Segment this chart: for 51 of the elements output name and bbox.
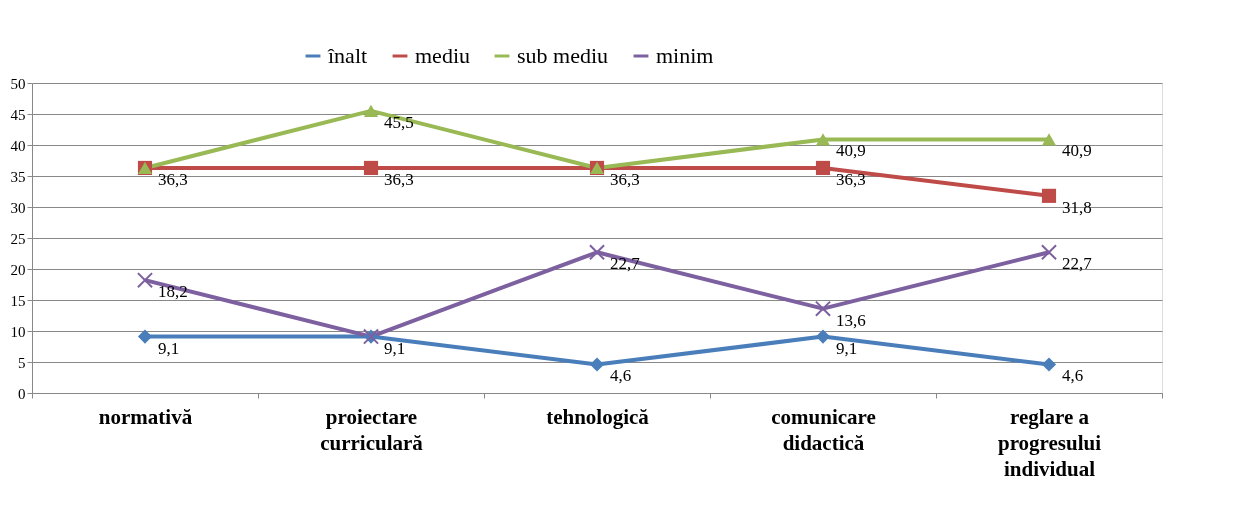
- data-label: 4,6: [610, 366, 632, 386]
- point: [1041, 357, 1057, 372]
- x-tick-label: normativă: [98, 404, 193, 429]
- data-label: 9,1: [836, 338, 858, 358]
- point: [815, 133, 831, 146]
- y-tick-label: 25: [10, 230, 26, 247]
- data-label: 9,1: [158, 338, 180, 358]
- point: [1041, 133, 1057, 146]
- y-tick-label: 35: [10, 168, 26, 185]
- point: [137, 329, 153, 344]
- y-tick-label: 5: [18, 354, 26, 371]
- y-tick-label: 0: [18, 385, 26, 402]
- point: [363, 160, 379, 176]
- x-tick-label: reglare a progresului individual: [997, 404, 1102, 481]
- x-tick-label: tehnologică: [546, 404, 650, 429]
- point: [363, 104, 379, 118]
- data-label: 31,8: [1062, 197, 1092, 217]
- data-label: 4,6: [1062, 366, 1084, 386]
- legend-label: minim: [656, 43, 714, 68]
- data-label: 9,1: [384, 338, 406, 358]
- point: [589, 357, 605, 372]
- legend-label: mediu: [415, 43, 470, 68]
- x-tick-label: proiectare curriculară: [320, 404, 424, 455]
- legend-label: sub mediu: [517, 43, 609, 68]
- y-tick-label: 50: [10, 75, 26, 92]
- data-label: 36,3: [384, 169, 414, 189]
- data-label: 45,5: [384, 112, 414, 132]
- point: [136, 272, 154, 289]
- data-label: 40,9: [1062, 141, 1092, 161]
- legend-label: înalt: [327, 43, 368, 68]
- y-tick-label: 20: [10, 261, 26, 278]
- y-tick-label: 45: [10, 106, 26, 123]
- data-label: 22,7: [610, 254, 641, 274]
- data-label: 22,7: [1062, 254, 1093, 274]
- y-tick-label: 15: [10, 292, 26, 309]
- data-label: 36,3: [158, 169, 188, 189]
- point: [814, 300, 832, 317]
- y-tick-label: 10: [10, 323, 26, 340]
- point: [1041, 188, 1057, 203]
- data-label: 18,2: [158, 282, 188, 302]
- point: [815, 160, 831, 176]
- x-tick-label: comunicare didactică: [771, 404, 876, 455]
- data-label: 36,3: [836, 169, 866, 189]
- y-tick-label: 30: [10, 199, 26, 216]
- y-tick-label: 40: [10, 137, 26, 154]
- data-label: 36,3: [610, 169, 640, 189]
- point: [815, 329, 831, 344]
- data-label: 13,6: [836, 310, 866, 330]
- point: [1040, 244, 1058, 261]
- data-label: 40,9: [836, 141, 866, 161]
- point: [588, 244, 606, 261]
